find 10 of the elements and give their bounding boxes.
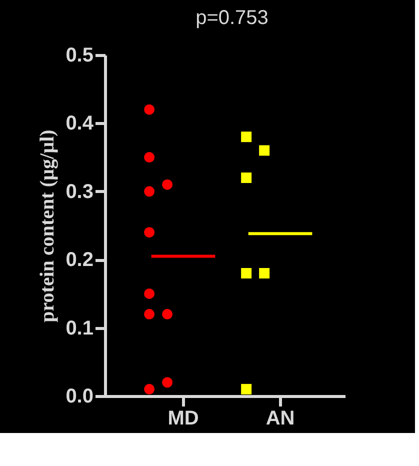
y-tick-label: 0.1 [66,317,94,340]
text: p=0.753 [196,7,268,29]
y-tick-label: 0.4 [66,112,94,135]
x-tick-label: AN [266,408,295,430]
y-tick-label: 0.2 [66,249,94,272]
x-tick-label: MD [168,408,199,430]
y-axis-title: protein content (µg/µl) [36,130,59,322]
y-tick-label: 0.0 [66,386,94,408]
y-tick-label: 0.5 [66,44,94,66]
y-tick-label: 0.3 [66,180,94,203]
